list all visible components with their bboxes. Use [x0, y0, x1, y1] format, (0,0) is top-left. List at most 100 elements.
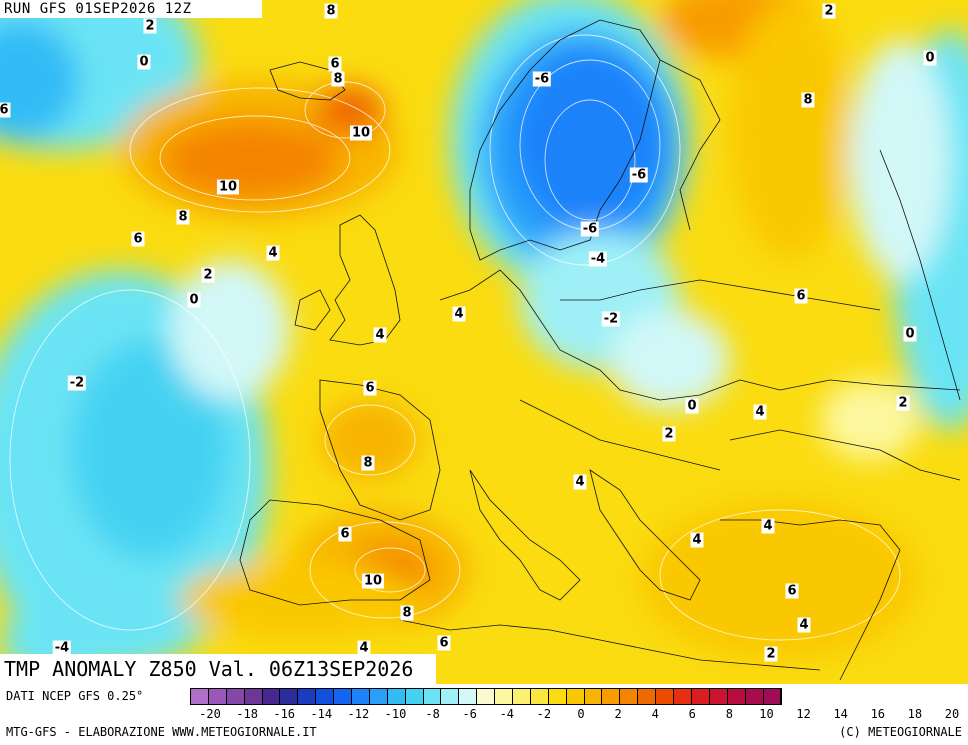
- colorbar-cell: [584, 689, 603, 704]
- contour-label: 4: [452, 306, 466, 322]
- contour-label: 4: [357, 640, 371, 656]
- colorbar-cell: [226, 689, 245, 704]
- colorbar-cell: [548, 689, 567, 704]
- colorbar-cell: [316, 689, 335, 704]
- colorbar-cell: [387, 689, 406, 704]
- contour-label: 4: [761, 518, 775, 534]
- colorbar-cell: [405, 689, 424, 704]
- map-title: TMP ANOMALY Z850 Val. 06Z13SEP2026: [0, 654, 436, 684]
- colorbar-cell: [530, 689, 549, 704]
- contour-label: -4: [52, 640, 72, 656]
- colorbar-cell: [513, 689, 531, 704]
- colorbar-tick-label: 16: [870, 707, 886, 721]
- anomaly-field: [0, 0, 968, 684]
- contour-label: 6: [363, 380, 377, 396]
- colorbar-ticks: -20 -18 -16 -14 -12 -10 -8 -6 -4 -2 0 2 4 6 8 10 12 14 16 1…: [190, 707, 968, 723]
- contour-label: 0: [903, 326, 917, 342]
- colorbar-tick-label: 18: [907, 707, 923, 721]
- contour-label: 10: [361, 573, 385, 589]
- colorbar-tick-label: 14: [833, 707, 848, 721]
- colorbar-cell: [191, 689, 209, 704]
- contour-label: -2: [67, 375, 87, 391]
- colorbar-tick-label: 0: [577, 707, 585, 721]
- colorbar-cell: [369, 689, 388, 704]
- contour-label: -4: [588, 251, 608, 267]
- colorbar-tick-label: -20: [199, 707, 221, 721]
- contour-label: 6: [794, 288, 808, 304]
- credit-right: (C) METEOGIORNALE: [839, 725, 962, 739]
- colorbar-tick-label: -6: [462, 707, 477, 721]
- contour-label: 6: [328, 56, 342, 72]
- colorbar-tick-label: 10: [759, 707, 774, 721]
- colorbar-cell: [495, 689, 514, 704]
- run-label: RUN GFS 01SEP2026 12Z: [0, 0, 262, 18]
- colorbar-cell: [459, 689, 478, 704]
- colorbar-cell: [352, 689, 370, 704]
- credit-left: MTG-GFS - ELABORAZIONE WWW.METEOGIORNALE…: [6, 725, 317, 739]
- colorbar-cell: [441, 689, 460, 704]
- colorbar-cell: [691, 689, 710, 704]
- contour-label: 0: [137, 54, 151, 70]
- colorbar-tick-label: -18: [236, 707, 258, 721]
- colorbar-tick-label: -10: [384, 707, 407, 721]
- contour-label: 4: [753, 404, 767, 420]
- contour-label: 4: [573, 474, 587, 490]
- contour-label: 0: [923, 50, 937, 66]
- colorbar-tick-label: 2: [614, 707, 622, 721]
- contour-label: 6: [0, 102, 11, 118]
- colorbar-cell: [745, 689, 764, 704]
- colorbar-tick-label: -4: [499, 707, 515, 721]
- contour-label: 6: [785, 583, 799, 599]
- colorbar-tick-label: -14: [310, 707, 333, 721]
- data-source-label: DATI NCEP GFS 0.25°: [6, 689, 144, 703]
- colorbar-cell: [638, 689, 657, 704]
- contour-label: 6: [131, 231, 145, 247]
- colorbar-tick-label: 4: [651, 707, 659, 721]
- colorbar-cell: [656, 689, 675, 704]
- contour-label: 8: [324, 3, 338, 19]
- colorbar-tick-label: -16: [273, 707, 296, 721]
- contour-label: 4: [266, 245, 280, 261]
- colorbar-cell: [674, 689, 692, 704]
- colorbar-tick-label: 20: [944, 707, 960, 721]
- contour-label: -6: [629, 167, 649, 183]
- colorbar-cell: [566, 689, 585, 704]
- contour-label: 8: [801, 92, 815, 108]
- contour-label: 8: [400, 605, 414, 621]
- contour-label: 8: [176, 209, 190, 225]
- contour-label: -6: [580, 221, 600, 237]
- contour-label: 8: [361, 455, 375, 471]
- contour-label: 10: [216, 179, 240, 195]
- contour-label: 8: [331, 71, 345, 87]
- colorbar-tick-label: 12: [796, 707, 811, 721]
- contour-label: -6: [532, 71, 552, 87]
- colorbar-cell: [727, 689, 746, 704]
- anomaly-map: [0, 0, 968, 684]
- contour-label: -2: [601, 311, 621, 327]
- contour-label: 2: [662, 426, 676, 442]
- colorbar-cell: [709, 689, 728, 704]
- contour-label: 0: [187, 292, 201, 308]
- colorbar-tick-label: -12: [347, 707, 370, 721]
- colorbar-tick-label: 6: [688, 707, 696, 721]
- colorbar-cell: [602, 689, 621, 704]
- colorbar-cell: [280, 689, 299, 704]
- colorbar-cell: [244, 689, 263, 704]
- contour-label: 4: [797, 617, 811, 633]
- colorbar-cell: [477, 689, 496, 704]
- colorbar-cell: [208, 689, 227, 704]
- contour-label: 10: [349, 125, 373, 141]
- colorbar-cell: [620, 689, 639, 704]
- colorbar-cell: [334, 689, 353, 704]
- contour-label: 4: [373, 327, 387, 343]
- colorbar-tick-label: 8: [725, 707, 734, 721]
- legend-footer: DATI NCEP GFS 0.25° -20 -18 -16 -14 -12 -10 -8…: [0, 684, 968, 745]
- contour-label: 0: [685, 398, 699, 414]
- contour-label: 6: [437, 635, 451, 651]
- colorbar: [190, 688, 783, 705]
- colorbar-cell: [423, 689, 442, 704]
- colorbar-cell: [298, 689, 317, 704]
- contour-label: 2: [143, 18, 157, 34]
- contour-label: 4: [690, 532, 704, 548]
- contour-label: 2: [201, 267, 215, 283]
